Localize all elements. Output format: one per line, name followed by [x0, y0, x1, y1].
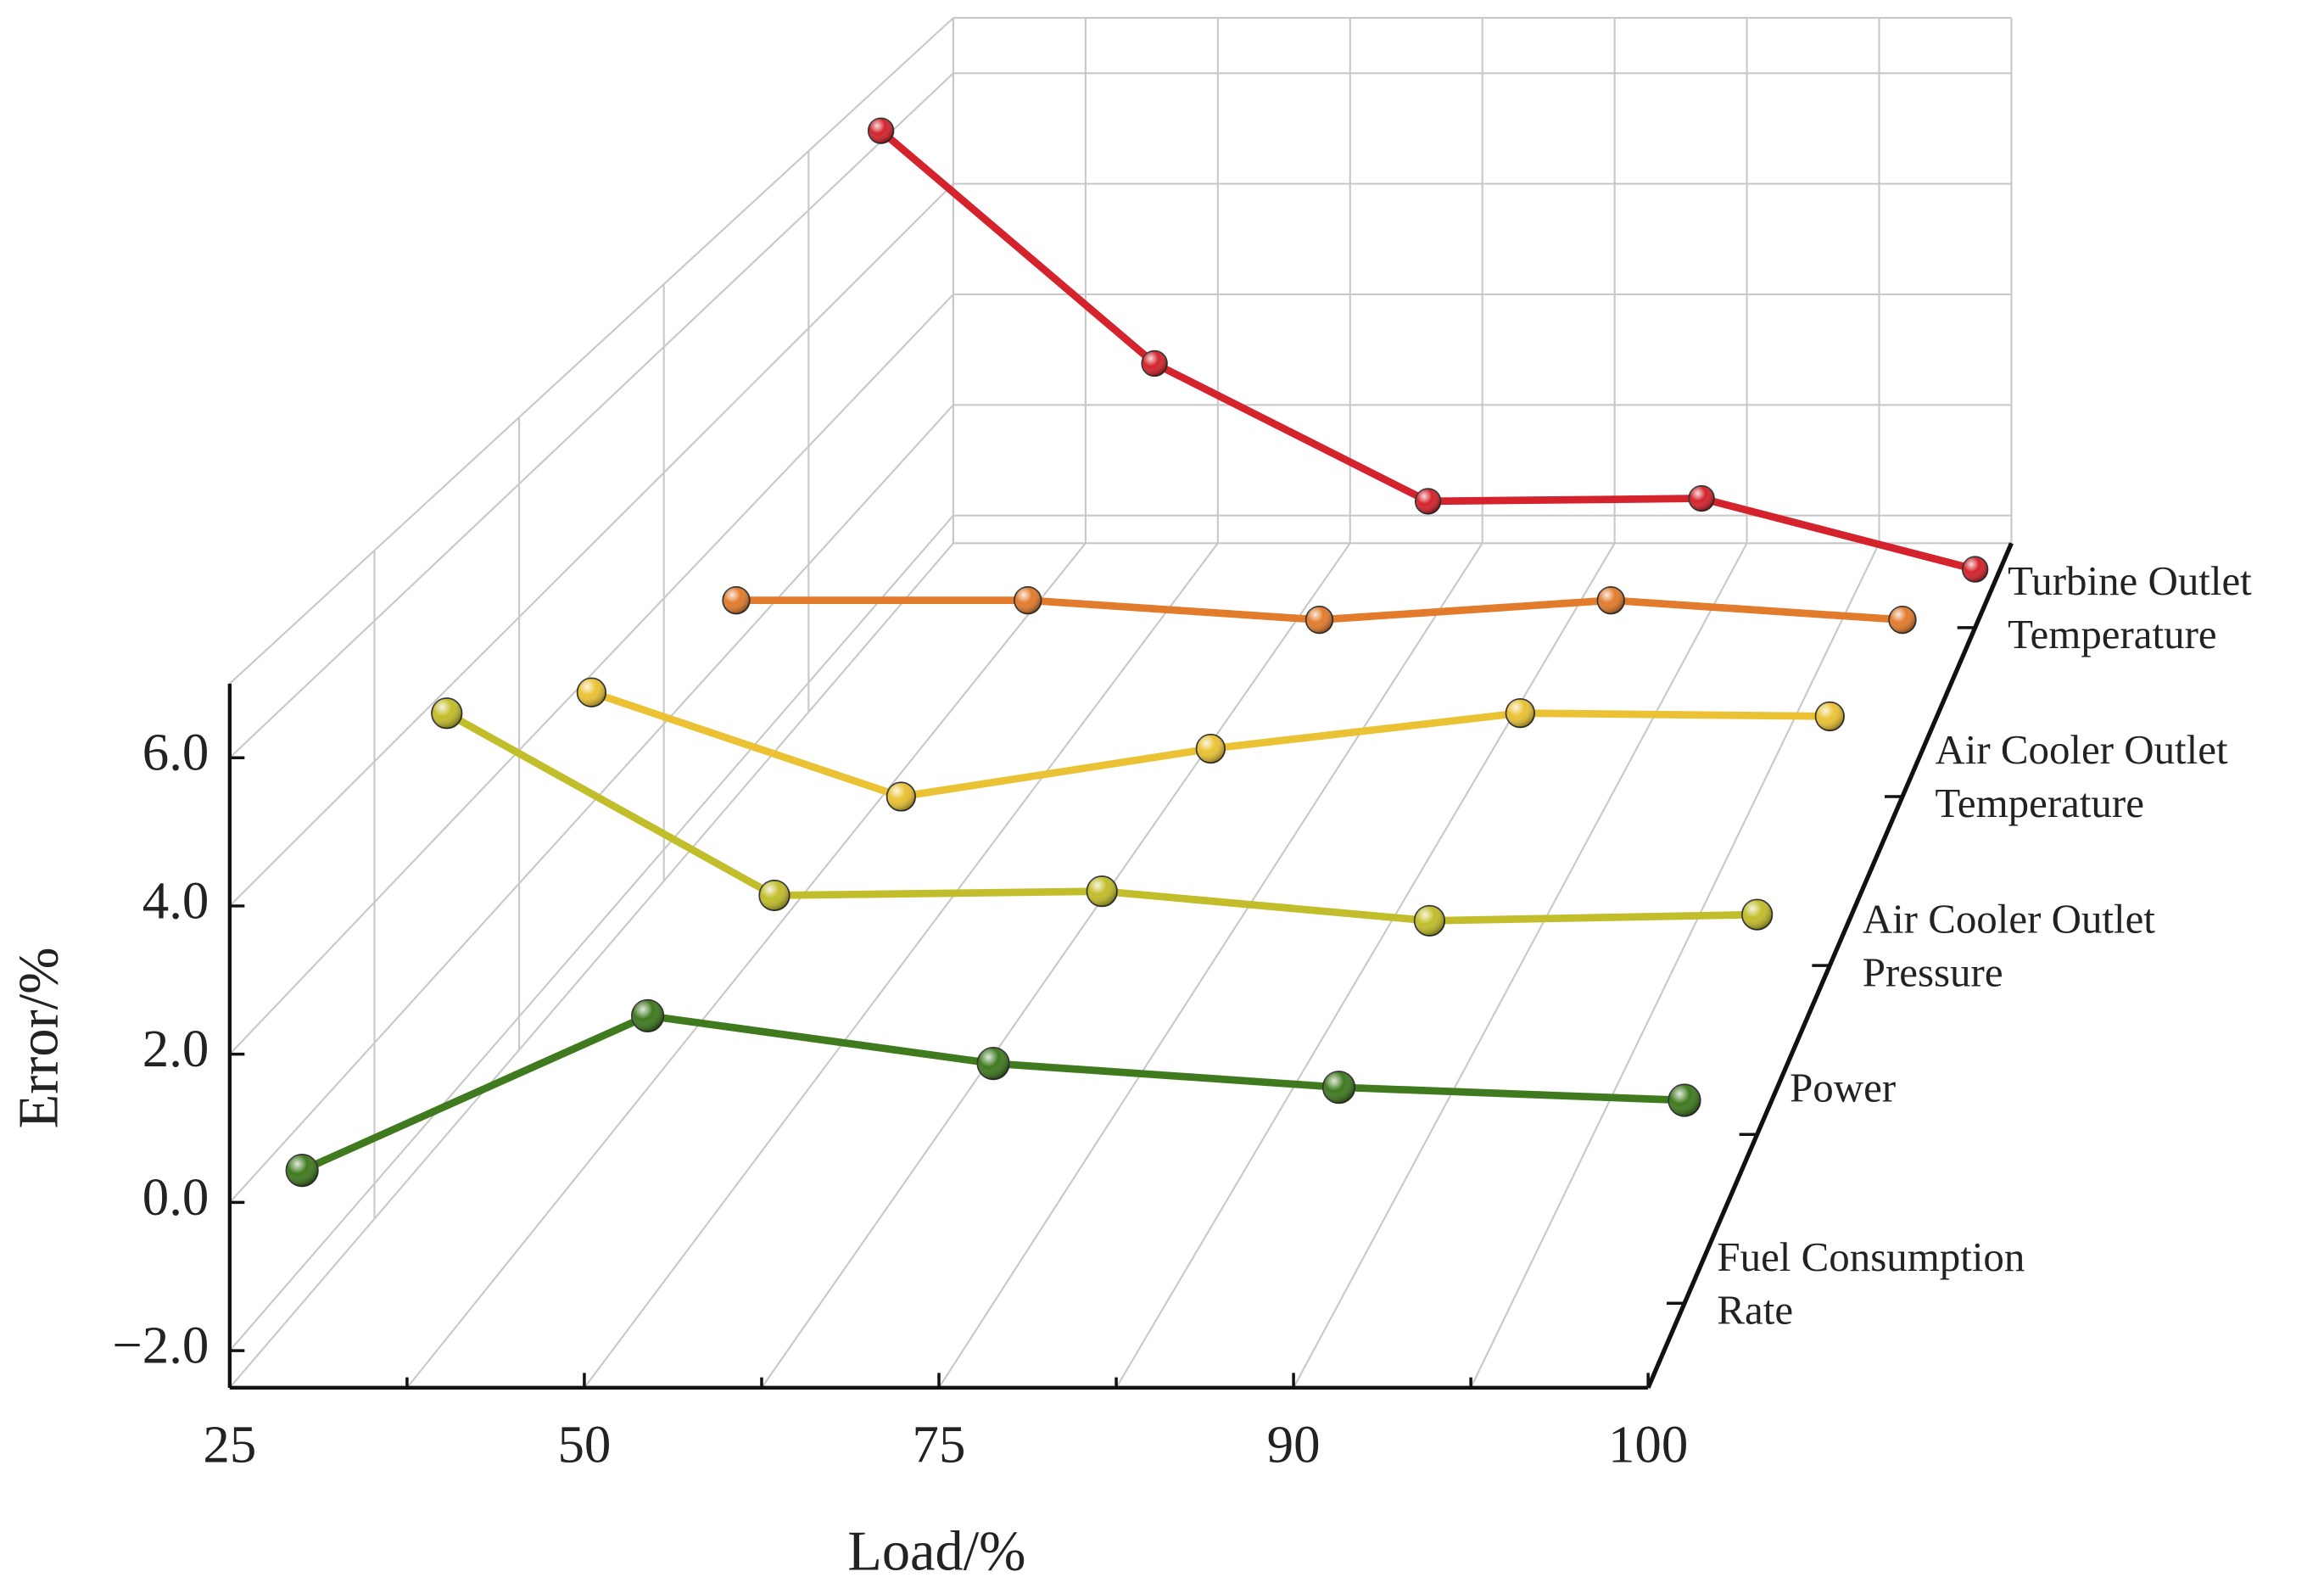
- marker-shine: [1415, 489, 1441, 514]
- marker-shine: [1597, 586, 1625, 614]
- grid-line: [229, 72, 2012, 758]
- y-tick-label: 6.0: [142, 723, 209, 782]
- series-label: Turbine Outlet Temperature: [2008, 559, 2252, 659]
- floor-line: [1115, 542, 1616, 1389]
- series-label: Air Cooler Outlet Pressure: [1862, 897, 2155, 997]
- floor-line: [229, 542, 954, 1389]
- series-line: [300, 1012, 1685, 1174]
- grid-line: [229, 404, 2012, 1204]
- marker-shine: [286, 1154, 318, 1187]
- marker-shine: [759, 880, 790, 911]
- floor-line: [1293, 542, 1748, 1389]
- depth-label-box: Turbine Outlet Temperature: [2008, 559, 2252, 659]
- plot-area: Fuel Consumption Rate Power Air Cooler Out…: [285, 117, 2252, 1334]
- marker-shine: [1305, 606, 1333, 634]
- y-axis-title: Error/%: [8, 948, 70, 1129]
- x-tick-label: 25: [203, 1415, 256, 1474]
- marker-shine: [1668, 1084, 1701, 1116]
- marker-shine: [868, 118, 894, 143]
- marker-shine: [1322, 1071, 1355, 1104]
- top-edge: [229, 17, 954, 685]
- floor-line: [1470, 542, 1880, 1389]
- y-tick-label: 4.0: [142, 870, 209, 930]
- series-label: Air Cooler Outlet Temperature: [1935, 728, 2228, 828]
- marker-shine: [432, 698, 462, 729]
- floor-line: [761, 542, 1351, 1389]
- depth-label-box: Air Cooler Outlet Pressure: [1862, 897, 2155, 997]
- marker-shine: [1815, 702, 1845, 731]
- marker-shine: [723, 586, 750, 614]
- marker-shine: [886, 782, 916, 811]
- series-label: Fuel Consumption Rate: [1717, 1234, 2025, 1334]
- grid-line: [229, 293, 2012, 1055]
- x-tick-label: 50: [557, 1415, 611, 1474]
- marker-shine: [1014, 586, 1042, 614]
- y-tick-label: 0.0: [142, 1167, 209, 1227]
- floor-line: [938, 542, 1483, 1389]
- series-label: Power: [1790, 1065, 1897, 1112]
- marker-shine: [577, 678, 606, 707]
- marker-shine: [1962, 557, 1988, 582]
- y-tick-label: 2.0: [142, 1019, 209, 1078]
- floor-line: [584, 542, 1219, 1389]
- marker-shine: [1087, 875, 1117, 907]
- depth-label-box: Power: [1790, 1065, 1897, 1112]
- marker-shine: [1741, 899, 1773, 930]
- depth-label-box: Air Cooler Outlet Temperature: [1935, 728, 2228, 828]
- marker-shine: [631, 999, 664, 1032]
- depth-label-box: Fuel Consumption Rate: [1717, 1234, 2025, 1334]
- grid-line: [229, 514, 2012, 1351]
- floor-line: [406, 542, 1087, 1389]
- x-tick-label: 90: [1267, 1415, 1321, 1474]
- grid-line: [229, 182, 2012, 907]
- marker-shine: [1689, 485, 1714, 512]
- marker-shine: [1196, 734, 1226, 763]
- grid: −2.0 0.0 2.0 4.0 6.0 25 50 75 90 100: [112, 17, 2014, 1474]
- y-tick-label: −2.0: [112, 1316, 209, 1375]
- x-axis-title: Load/%: [847, 1520, 1025, 1582]
- x-tick-label: 75: [913, 1415, 966, 1474]
- marker-shine: [1506, 698, 1535, 728]
- marker-shine: [1142, 350, 1167, 377]
- marker-shine: [1889, 606, 1916, 634]
- marker-shine: [1414, 905, 1445, 937]
- marker-shine: [977, 1047, 1009, 1080]
- x-tick-label: 100: [1608, 1415, 1688, 1474]
